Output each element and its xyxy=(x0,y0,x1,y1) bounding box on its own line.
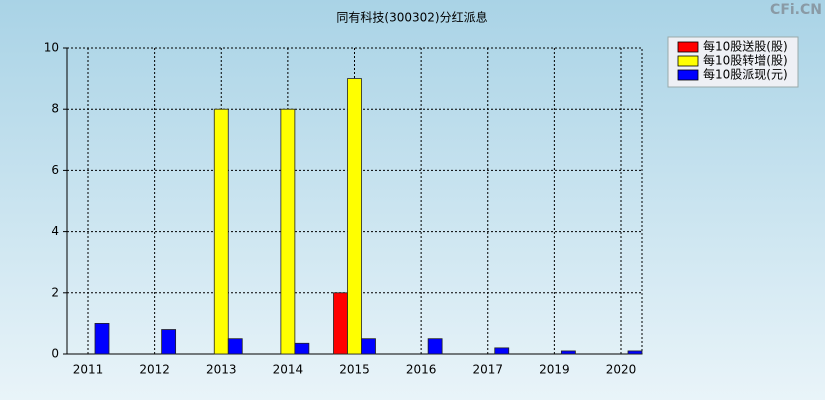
x-tick-label: 2014 xyxy=(273,363,304,377)
x-tick-label: 2015 xyxy=(339,363,370,377)
legend-label: 每10股转增(股) xyxy=(703,53,788,68)
bar xyxy=(333,292,348,355)
x-tick-label: 2017 xyxy=(472,363,503,377)
legend-swatch xyxy=(677,41,699,53)
bar xyxy=(294,342,310,355)
watermark: CFi.CN xyxy=(770,2,822,18)
y-tick-label: 4 xyxy=(51,224,59,238)
bar xyxy=(361,338,376,355)
bar xyxy=(560,350,576,355)
legend-swatch xyxy=(677,69,699,81)
legend-label: 每10股派现(元) xyxy=(703,67,788,82)
x-tick-label: 2016 xyxy=(406,363,437,377)
bar xyxy=(427,338,443,355)
x-tick-label: 2013 xyxy=(206,363,237,377)
x-tick-label: 2019 xyxy=(539,363,570,377)
y-tick-label: 2 xyxy=(51,285,59,299)
bar xyxy=(94,322,110,355)
bar xyxy=(161,329,177,355)
bar xyxy=(280,108,296,355)
legend-swatch xyxy=(677,55,699,67)
bar xyxy=(227,338,243,355)
chart-title: 同有科技(300302)分红派息 xyxy=(336,10,487,25)
x-tick-label: 2012 xyxy=(139,363,170,377)
y-tick-label: 0 xyxy=(51,347,59,361)
y-tick-label: 8 xyxy=(51,102,59,116)
bar xyxy=(627,350,643,355)
x-tick-label: 2020 xyxy=(606,363,637,377)
x-tick-label: 2011 xyxy=(73,363,104,377)
y-tick-label: 10 xyxy=(44,41,59,55)
bar xyxy=(347,78,362,355)
legend-label: 每10股送股(股) xyxy=(703,39,788,54)
bar xyxy=(494,347,510,355)
bar xyxy=(213,108,229,355)
y-tick-label: 6 xyxy=(51,163,59,177)
